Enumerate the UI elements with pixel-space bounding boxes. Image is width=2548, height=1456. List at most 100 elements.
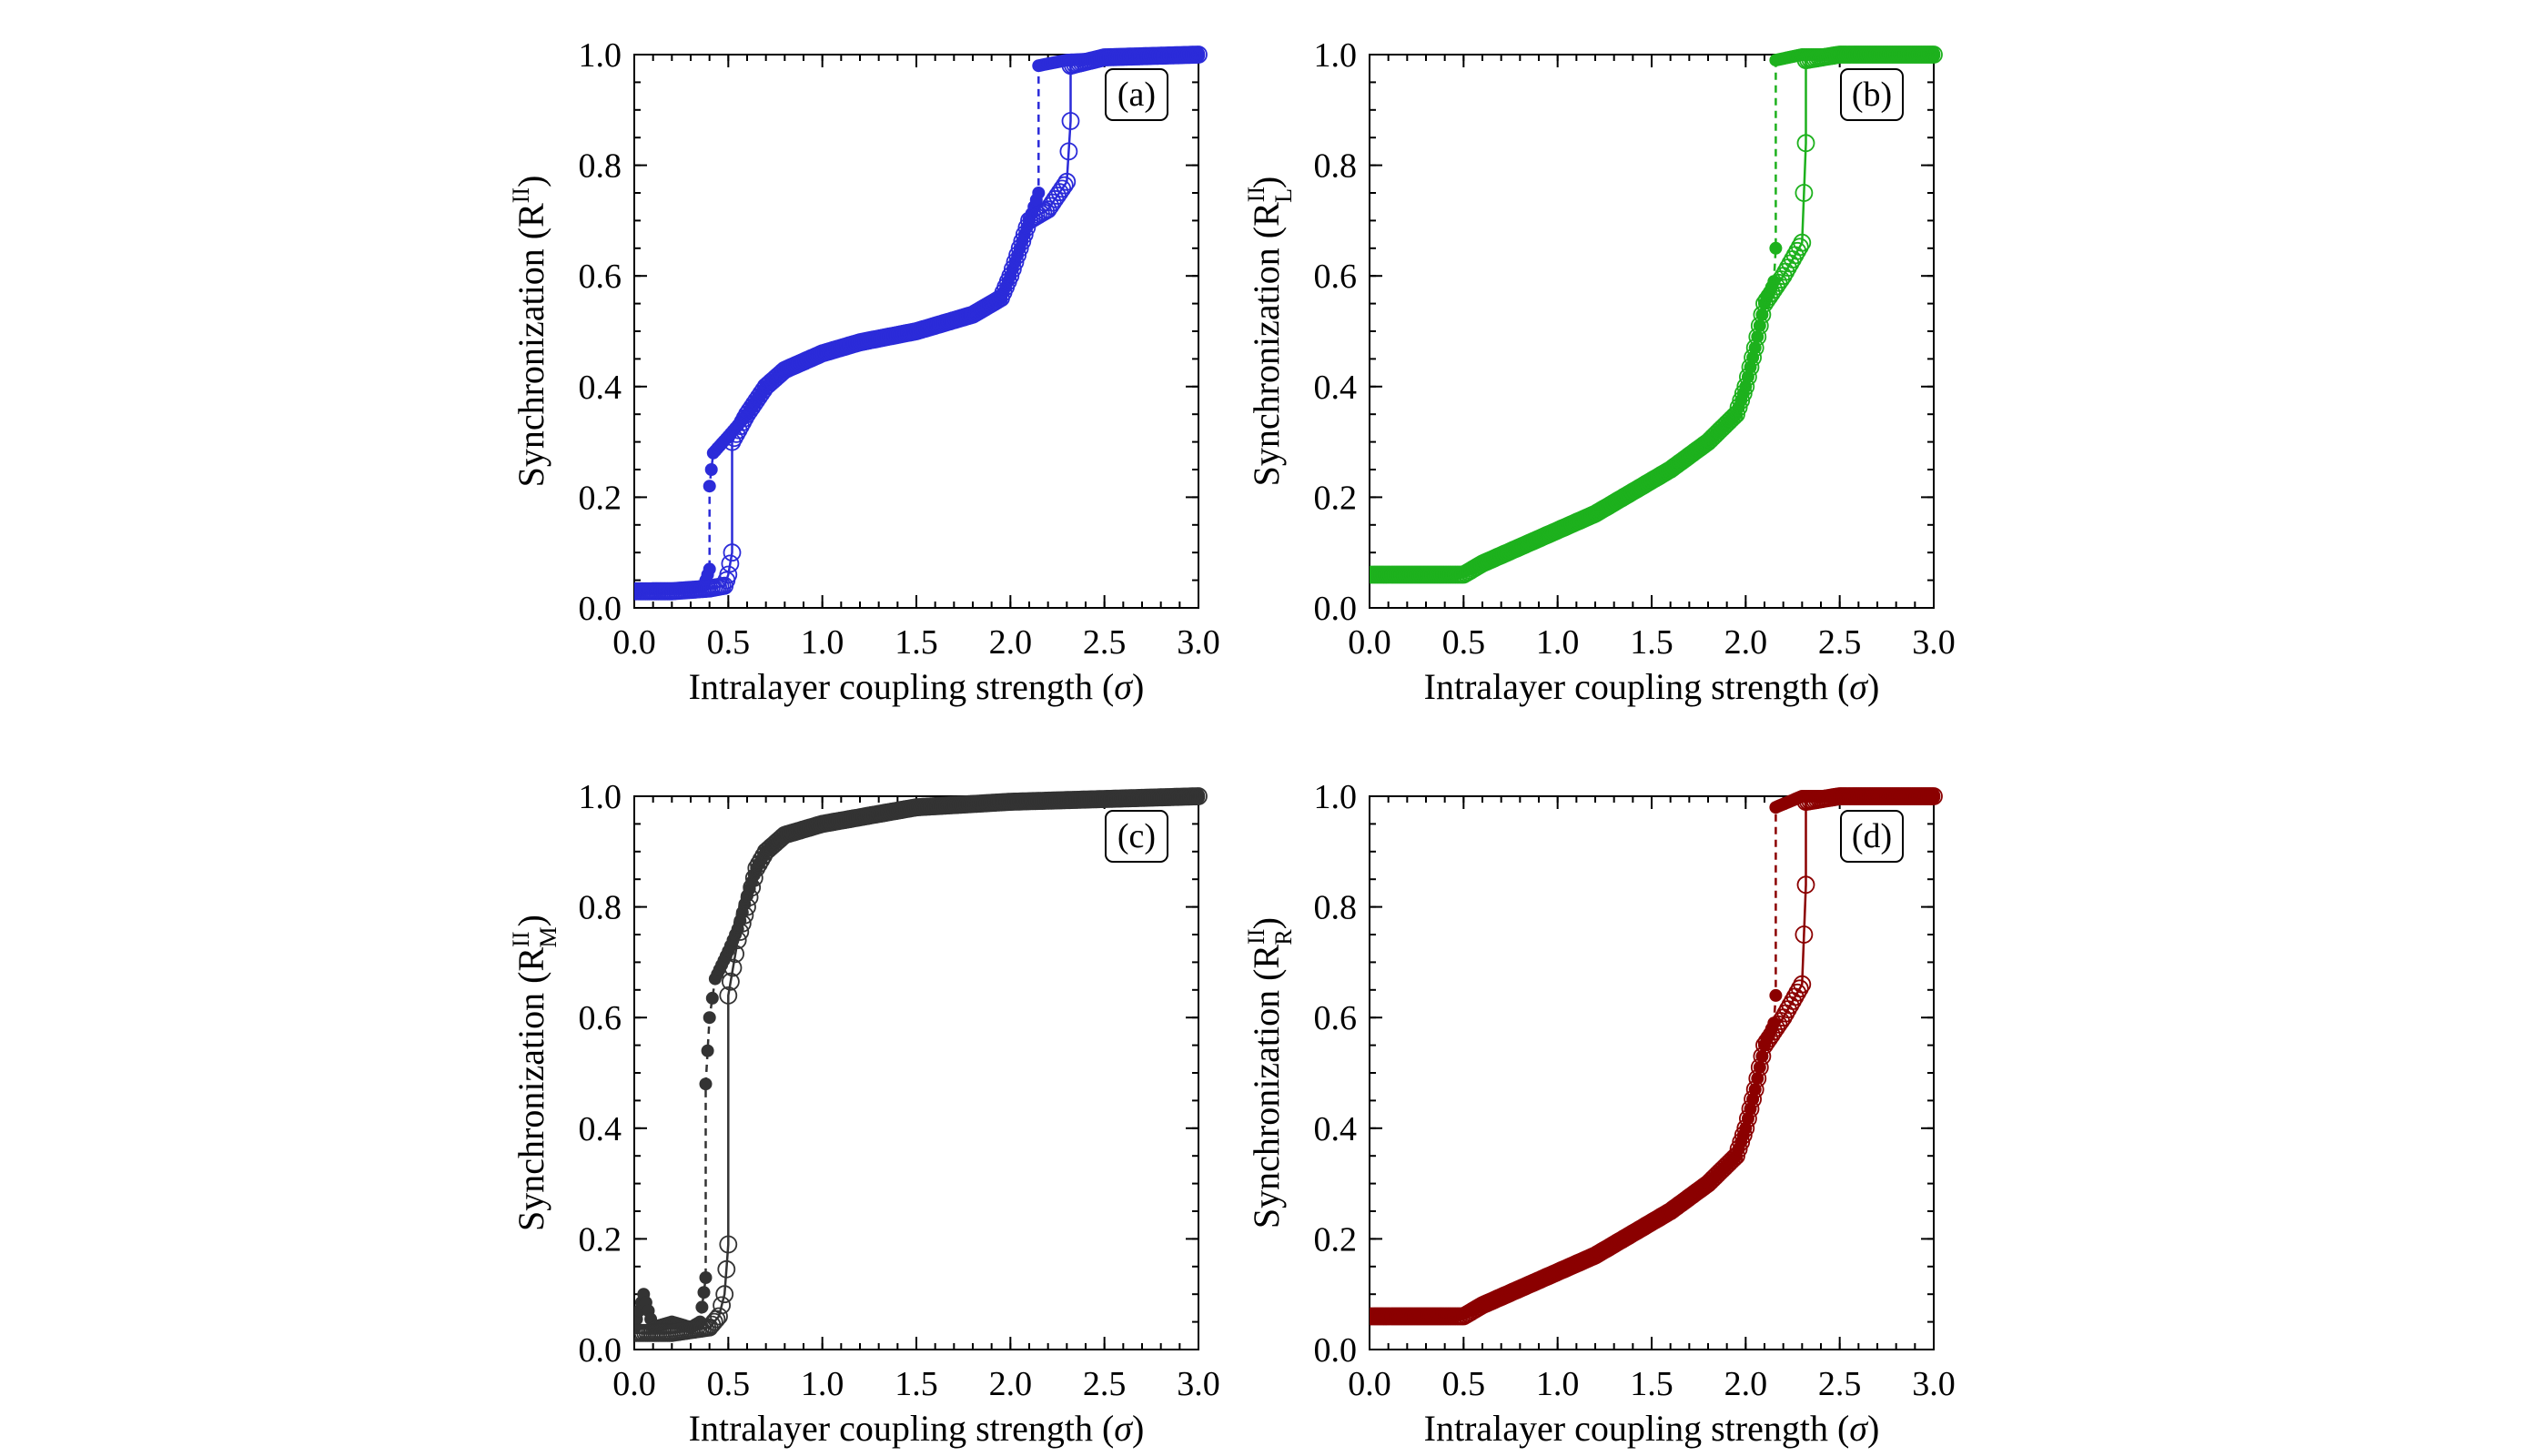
y-tick-label: 0.8 [1314,889,1358,927]
data-point-open [1705,1168,1724,1186]
data-point-open [1189,787,1208,805]
x-axis-title: Intralayer coupling strength (σ) [1424,666,1880,707]
data-point-open [1713,1160,1732,1179]
data-point-open [719,1235,738,1254]
data-point-filled [701,1044,714,1057]
data-point-open [1034,203,1053,222]
x-tick-label: 0.0 [1348,1365,1391,1403]
panel-label-box [1105,810,1168,863]
data-point-open [728,931,747,949]
data-layer [1370,787,1943,1326]
data-point-open [726,945,744,964]
data-point-open [634,1323,643,1342]
data-point-open [744,868,763,887]
data-point-open [1788,983,1807,1002]
x-axis-title: Intralayer coupling strength (σ) [689,666,1145,707]
data-point-open [1724,407,1744,426]
x-tick-label: 2.0 [1724,623,1768,662]
data-point-open [1732,391,1751,410]
data-point-open [1715,1158,1734,1177]
y-axis-title: Synchronization (RIIL) [1243,177,1297,487]
x-tick-label: 2.0 [989,1365,1033,1403]
data-point-open [1793,233,1812,252]
y-tick-label: 0.8 [579,889,622,927]
data-point-open [1748,1069,1767,1087]
data-point-open [1734,384,1753,403]
data-point-filled [1769,988,1783,1002]
data-point-open [1793,975,1812,994]
data-point-filled [1769,241,1783,255]
data-point-open [1729,1139,1748,1158]
data-point-open [1711,420,1729,440]
data-point-open [1008,246,1026,265]
data-point-open [723,543,742,562]
data-layer [1370,46,1943,584]
y-tick-label: 0.2 [579,479,622,517]
y-tick-label: 0.2 [1314,1220,1358,1259]
x-tick-label: 2.0 [1724,1365,1768,1403]
data-point-open [634,581,643,601]
data-point-open [1059,142,1078,161]
x-tick-label: 1.0 [1536,1365,1580,1403]
data-point-open [735,905,754,925]
x-tick-label: 1.5 [895,1365,938,1403]
data-point-open [710,1307,728,1326]
data-point-open [740,888,759,906]
data-point-open [1370,1307,1379,1326]
y-tick-label: 0.0 [1314,590,1358,628]
y-tick-label: 0.2 [579,1220,622,1259]
data-point-open [722,972,740,991]
x-tick-label: 3.0 [1177,1365,1220,1403]
data-point-filled [703,1011,716,1025]
data-point-filled [1032,187,1046,199]
data-point-open [1015,225,1034,244]
panel-b: 0.0 0.5 1.0 1.5 2.0 2.5 3.0 0.0 0.2 0.4 0.6 0.8 1.0 I… [1243,36,1956,707]
data-point-open [1189,46,1208,64]
data-point-filled [699,1271,713,1284]
data-point-open [1736,377,1755,396]
y-tick-label: 0.2 [1314,479,1358,517]
x-tick-label: 2.5 [1818,623,1862,662]
x-tick-label: 0.0 [1348,623,1391,662]
y-tick-label: 1.0 [579,778,622,816]
y-tick-label: 0.6 [579,258,622,296]
data-point-open [1717,414,1736,433]
data-point-open [721,554,740,573]
x-tick-label: 3.0 [1912,623,1956,662]
data-point-open [731,923,750,941]
x-tick-label: 3.0 [1177,623,1220,662]
y-tick-label: 0.8 [579,147,622,186]
data-point-open [1057,172,1077,191]
data-point-open [719,565,738,584]
panel-label: (b) [1852,76,1892,114]
data-point-open [1699,1174,1717,1193]
data-point-open [1788,241,1807,260]
data-point-filled [703,480,716,493]
panel-label-box [1105,68,1168,121]
data-point-open [1704,1169,1723,1188]
y-tick-label: 0.4 [1314,1110,1358,1148]
data-point-open [1727,405,1745,424]
series-line-forward [1370,53,1934,576]
data-point-open [723,958,743,977]
x-tick-label: 3.0 [1912,1365,1956,1403]
series-line-forward [634,794,1199,1330]
data-point-open [1925,46,1943,64]
x-tick-label: 0.5 [707,1365,751,1403]
x-tick-label: 1.0 [801,1365,844,1403]
data-layer [634,787,1208,1342]
data-point-open [1711,1163,1729,1181]
x-tick-label: 0.5 [1442,623,1486,662]
data-point-filled [697,1286,711,1299]
data-point-open [1750,316,1769,335]
panel-label-box [1840,68,1904,121]
data-point-open [1006,253,1025,271]
x-tick-label: 1.0 [1536,623,1580,662]
data-point-open [1745,339,1764,358]
data-point-open [1795,184,1814,202]
y-axis-title: Synchronization (RII) [508,176,551,488]
data-point-open [1744,348,1762,367]
data-point-open [1708,423,1727,442]
x-axis-title: Intralayer coupling strength (σ) [1424,1408,1880,1449]
